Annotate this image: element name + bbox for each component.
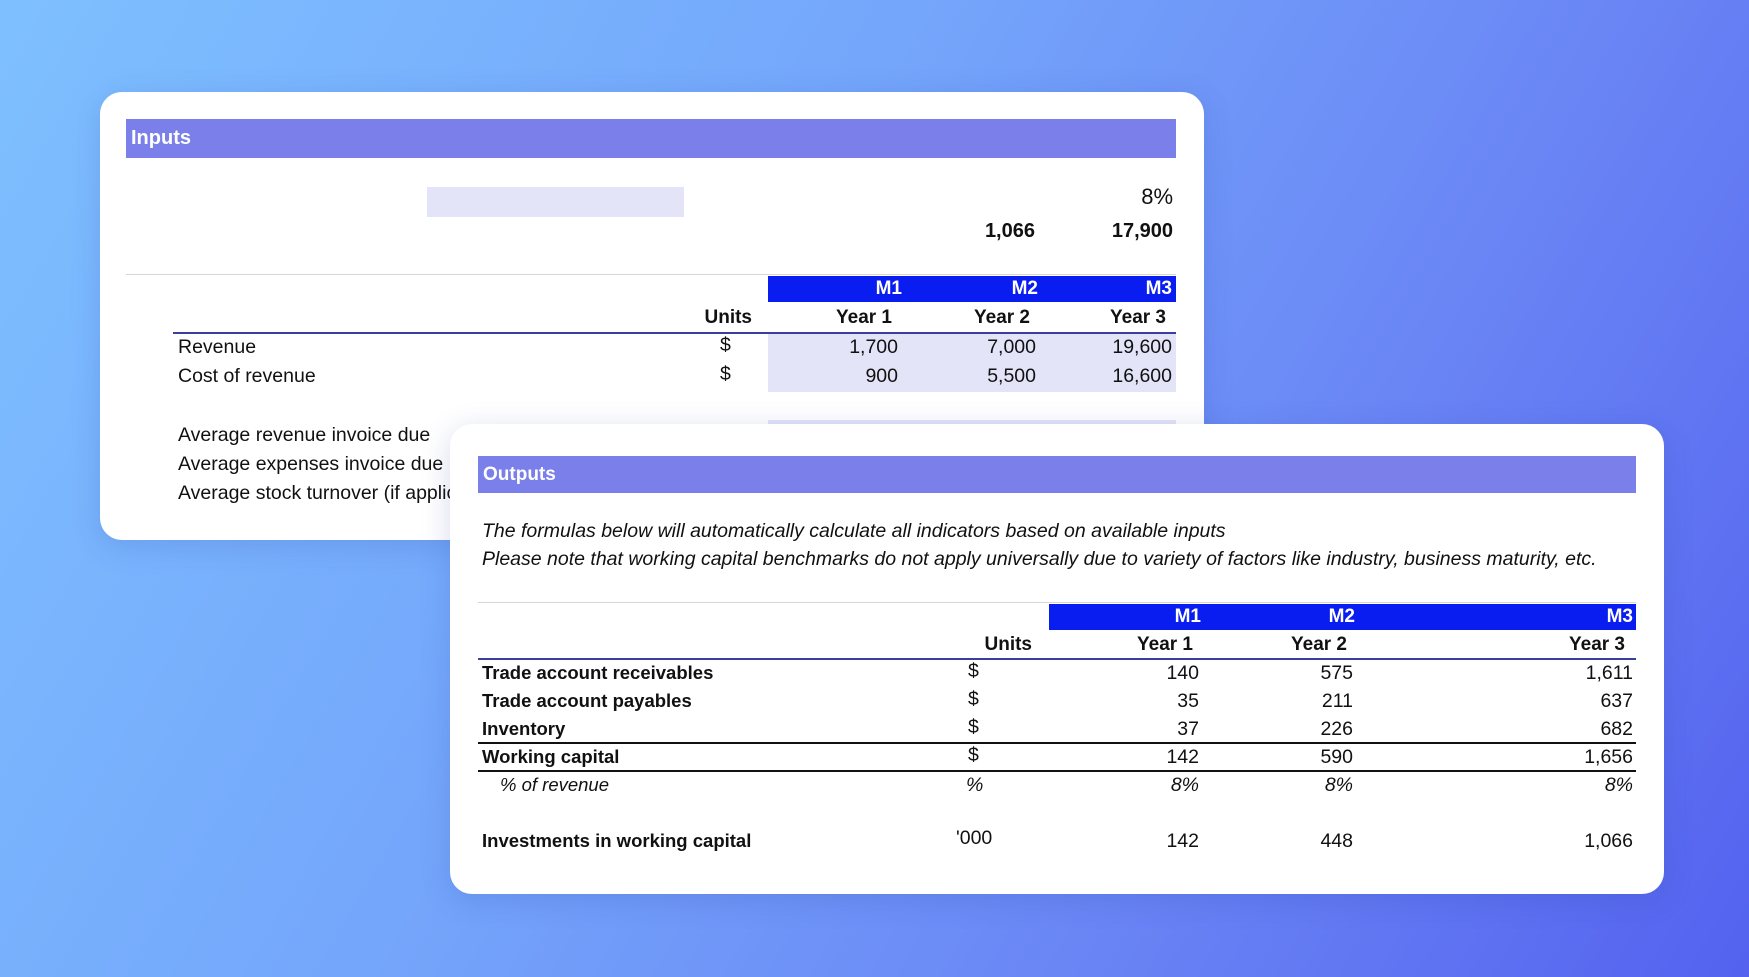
inventory-year-3: 682 [1600,718,1633,740]
revenue-year-1[interactable]: 1,700 [849,336,898,358]
row-label-payables: Trade account payables [482,690,692,711]
period-header-bar [1049,604,1636,630]
revenue-year-3[interactable]: 19,600 [1112,336,1172,358]
row-unit: '000 [956,827,993,849]
row-unit-revenue: $ [720,334,731,356]
total-rule-bottom [478,770,1636,772]
investments-wc-year-1: 142 [1166,830,1199,852]
outputs-section-header: Outputs [478,456,1636,493]
summary-value-left: 1,066 [984,220,1035,242]
pct-of-revenue-year-1: 8% [1170,774,1199,796]
row-unit: $ [968,688,979,710]
year-2-header: Year 2 [1291,634,1347,655]
pct-of-revenue-year-2: 8% [1324,774,1353,796]
period-m3: M3 [1606,606,1633,627]
divider [478,602,1636,603]
row-label-stock-turnover: Average stock turnover (if applicable) [178,482,500,504]
note-line-2: Please note that working capital benchma… [482,548,1597,570]
outputs-card: Outputs The formulas below will automati… [450,424,1664,894]
row-label-inventory: Inventory [482,718,566,739]
row-label-expenses-invoice-due: Average expenses invoice due [178,453,444,475]
row-unit: $ [968,716,979,738]
receivables-year-2: 575 [1320,662,1353,684]
summary-percent: 8% [1141,184,1173,209]
year-2-header: Year 2 [974,307,1030,328]
header-rule [478,658,1636,660]
cost-of-revenue-year-1[interactable]: 900 [865,365,898,387]
summary-value-right: 17,900 [1111,220,1173,242]
row-label-pct-of-revenue: % of revenue [500,774,610,795]
row-label-revenue-invoice-due: Average revenue invoice due [178,424,431,446]
inventory-year-2: 226 [1320,718,1353,740]
row-unit: $ [968,660,979,682]
row-unit: $ [968,744,979,766]
pct-of-revenue-year-3: 8% [1604,774,1633,796]
row-unit: % [966,774,984,796]
header-rule [173,332,1176,334]
row-label-investments-wc: Investments in working capital [482,830,752,851]
divider [126,274,1176,275]
period-m1: M1 [875,278,902,299]
payables-year-3: 637 [1600,690,1633,712]
receivables-year-3: 1,611 [1585,662,1633,684]
units-header: Units [984,634,1033,655]
row-label-cost-of-revenue: Cost of revenue [178,365,316,387]
investments-wc-year-3: 1,066 [1584,830,1633,852]
working-capital-year-3: 1,656 [1584,746,1633,768]
total-rule-top [478,742,1636,744]
receivables-year-1: 140 [1166,662,1199,684]
payables-year-2: 211 [1321,690,1353,712]
period-header-bar [768,276,1176,302]
row-unit-cost-of-revenue: $ [720,363,731,385]
cost-of-revenue-year-3[interactable]: 16,600 [1112,365,1172,387]
row-label-receivables: Trade account receivables [482,662,714,683]
year-3-header: Year 3 [1110,307,1166,328]
period-m2: M2 [1328,606,1355,627]
input-values-block [768,334,1176,392]
period-m1: M1 [1174,606,1201,627]
year-1-header: Year 1 [1137,634,1193,655]
note-line-1: The formulas below will automatically ca… [482,520,1226,542]
payables-year-1: 35 [1177,690,1199,712]
period-m2: M2 [1011,278,1038,299]
revenue-year-2[interactable]: 7,000 [987,336,1036,358]
row-label-revenue: Revenue [178,336,257,358]
year-3-header: Year 3 [1569,634,1625,655]
year-1-header: Year 1 [836,307,892,328]
working-capital-year-2: 590 [1320,746,1353,768]
inputs-section-header: Inputs [126,119,1176,158]
input-cell-blank[interactable] [427,187,684,217]
investments-wc-year-2: 448 [1320,830,1353,852]
row-label-working-capital: Working capital [482,746,620,767]
period-m3: M3 [1145,278,1172,299]
units-header: Units [704,307,753,328]
cost-of-revenue-year-2[interactable]: 5,500 [987,365,1036,387]
input-block-edge [768,420,1176,424]
working-capital-year-1: 142 [1166,746,1199,768]
inventory-year-1: 37 [1177,718,1199,740]
